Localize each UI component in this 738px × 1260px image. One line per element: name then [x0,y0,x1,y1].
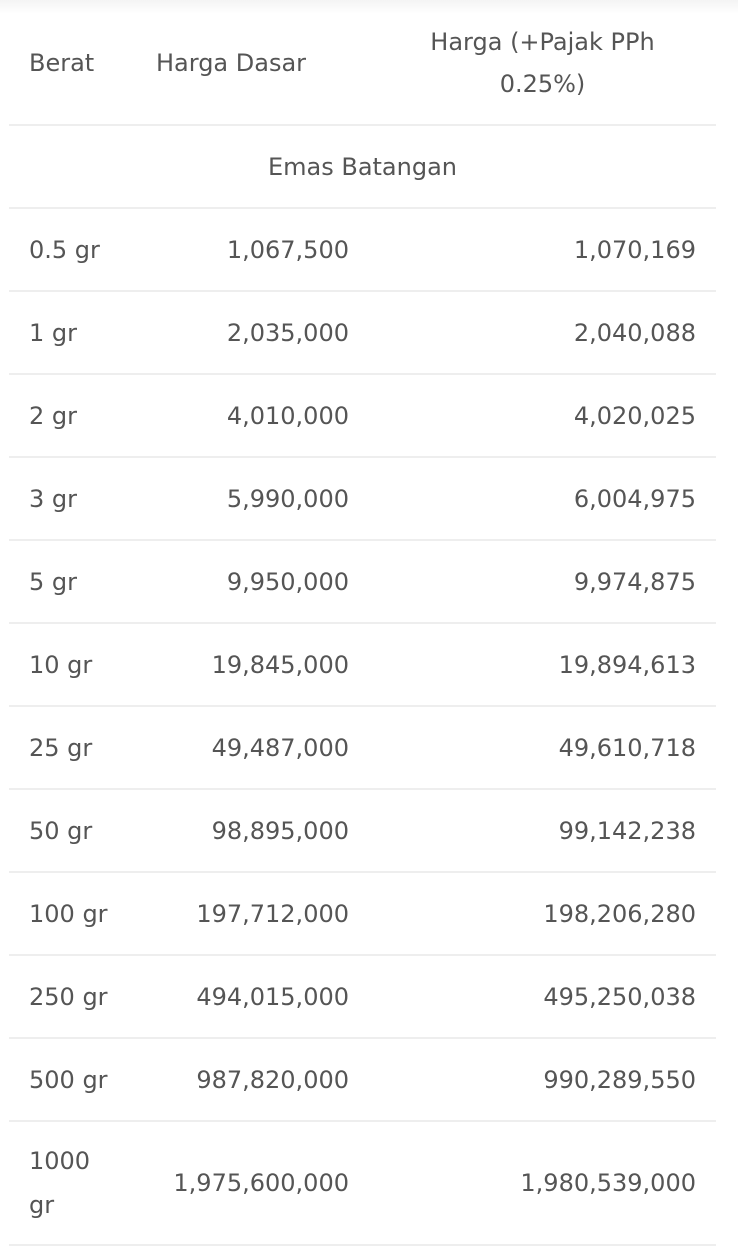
weight-cell: 250 gr [9,955,136,1039]
base-price-cell: 987,820,000 [136,1038,369,1122]
taxed-price-cell: 9,974,875 [369,540,716,624]
weight-cell: 25 gr [9,706,136,790]
weight-cell: 500 gr [9,1038,136,1122]
taxed-price-cell: 6,004,975 [369,457,716,541]
base-price-cell: 9,950,000 [136,540,369,624]
table-row: 250 gr 494,015,000 495,250,038 [9,955,716,1039]
taxed-price-cell: 4,020,025 [369,374,716,458]
section-row: Emas Batangan [9,125,716,209]
weight-cell: 1000 gr [9,1121,136,1246]
base-price-cell: 494,015,000 [136,955,369,1039]
base-price-cell: 98,895,000 [136,789,369,873]
base-price-cell: 1,067,500 [136,208,369,292]
base-price-cell: 4,010,000 [136,374,369,458]
table-row: 1 gr 2,035,000 2,040,088 [9,291,716,375]
header-row: Berat Harga Dasar Harga (+Pajak PPh 0.25… [9,2,716,126]
base-price-cell: 49,487,000 [136,706,369,790]
taxed-price-cell: 1,070,169 [369,208,716,292]
table-header: Berat Harga Dasar Harga (+Pajak PPh 0.25… [9,2,716,126]
taxed-price-cell: 99,142,238 [369,789,716,873]
table-row: 0.5 gr 1,067,500 1,070,169 [9,208,716,292]
weight-cell: 10 gr [9,623,136,707]
table-row: 100 gr 197,712,000 198,206,280 [9,872,716,956]
taxed-price-cell: 49,610,718 [369,706,716,790]
base-price-cell: 1,975,600,000 [136,1121,369,1246]
taxed-price-cell: 495,250,038 [369,955,716,1039]
table-row: 5 gr 9,950,000 9,974,875 [9,540,716,624]
weight-cell: 2 gr [9,374,136,458]
column-header-weight: Berat [9,2,136,126]
table-row: 2 gr 4,010,000 4,020,025 [9,374,716,458]
gold-price-table: Berat Harga Dasar Harga (+Pajak PPh 0.25… [9,2,716,1246]
base-price-cell: 197,712,000 [136,872,369,956]
base-price-cell: 5,990,000 [136,457,369,541]
table-row: 10 gr 19,845,000 19,894,613 [9,623,716,707]
table-row: 50 gr 98,895,000 99,142,238 [9,789,716,873]
column-header-base-price: Harga Dasar [136,2,369,126]
table-row: 3 gr 5,990,000 6,004,975 [9,457,716,541]
taxed-price-cell: 990,289,550 [369,1038,716,1122]
base-price-cell: 19,845,000 [136,623,369,707]
section-label: Emas Batangan [9,125,716,209]
taxed-price-cell: 19,894,613 [369,623,716,707]
weight-cell: 0.5 gr [9,208,136,292]
column-header-taxed-price: Harga (+Pajak PPh 0.25%) [369,2,716,126]
table-row: 25 gr 49,487,000 49,610,718 [9,706,716,790]
weight-cell: 100 gr [9,872,136,956]
taxed-price-cell: 198,206,280 [369,872,716,956]
table-row: 1000 gr 1,975,600,000 1,980,539,000 [9,1121,716,1246]
table-body: Emas Batangan 0.5 gr 1,067,500 1,070,169… [9,125,716,1246]
taxed-price-cell: 2,040,088 [369,291,716,375]
taxed-price-cell: 1,980,539,000 [369,1121,716,1246]
weight-cell: 50 gr [9,789,136,873]
weight-cell: 5 gr [9,540,136,624]
weight-cell: 1 gr [9,291,136,375]
table-row: 500 gr 987,820,000 990,289,550 [9,1038,716,1122]
base-price-cell: 2,035,000 [136,291,369,375]
weight-cell: 3 gr [9,457,136,541]
